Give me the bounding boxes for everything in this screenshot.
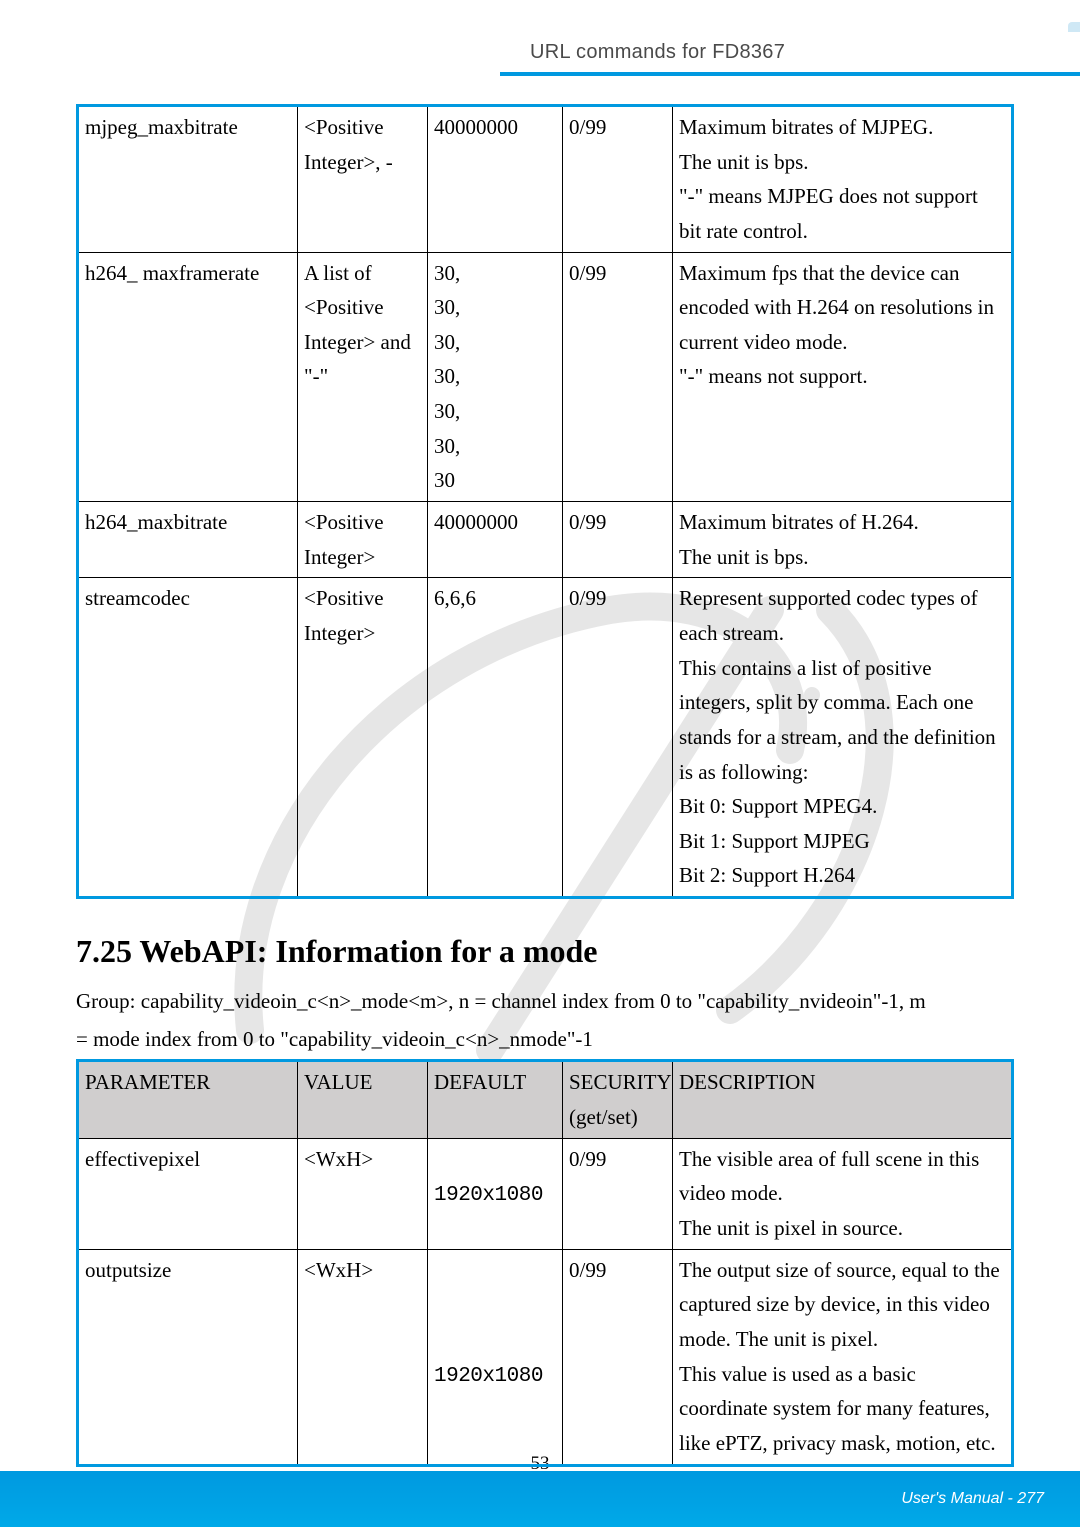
th-parameter: PARAMETER (78, 1061, 298, 1138)
table-row: h264_ maxframerate A list of<PositiveInt… (78, 252, 1013, 501)
value-cell: A list of<PositiveInteger> and"-" (298, 252, 428, 501)
table-row: streamcodec <Positive Integer> 6,6,6 0/9… (78, 578, 1013, 898)
sec-cell: 0/99 (563, 106, 673, 253)
value-cell: <Positive Integer> (298, 502, 428, 578)
param-cell: h264_ maxframerate (78, 252, 298, 501)
sec-cell: 0/99 (563, 252, 673, 501)
default-cell: 6,6,6 (428, 578, 563, 898)
footer-band: User's Manual - 277 (0, 1471, 1080, 1527)
sec-cell: 0/99 (563, 1249, 673, 1465)
default-cell: 1920x1080 (428, 1249, 563, 1465)
footer-right-text: User's Manual - 277 (901, 1490, 1044, 1508)
th-value: VALUE (298, 1061, 428, 1138)
param-cell: mjpeg_maxbitrate (78, 106, 298, 253)
desc-cell: Maximum bitrates of MJPEG.The unit is bp… (673, 106, 1013, 253)
param-cell: h264_maxbitrate (78, 502, 298, 578)
th-description: DESCRIPTION (673, 1061, 1013, 1138)
default-cell: 40000000 (428, 106, 563, 253)
page-content: mjpeg_maxbitrate <Positive Integer>, - 4… (76, 104, 1014, 1467)
header-bar: URL commands for FD8367 (500, 32, 1080, 76)
value-cell: <WxH> (298, 1138, 428, 1249)
group-text-line2: = mode index from 0 to "capability_video… (76, 1022, 1014, 1058)
header-title: URL commands for FD8367 (530, 41, 785, 64)
param-cell: effectivepixel (78, 1138, 298, 1249)
default-cell: 30,30,30,30,30,30,30 (428, 252, 563, 501)
default-cell: 1920x1080 (428, 1138, 563, 1249)
value-cell: <Positive Integer>, - (298, 106, 428, 253)
group-text-line1: Group: capability_videoin_c<n>_mode<m>, … (76, 984, 1014, 1020)
table-row: outputsize <WxH> 1920x1080 0/99 The outp… (78, 1249, 1013, 1465)
sec-cell: 0/99 (563, 1138, 673, 1249)
sec-cell: 0/99 (563, 502, 673, 578)
sec-cell: 0/99 (563, 578, 673, 898)
th-default: DEFAULT (428, 1061, 563, 1138)
desc-cell: Maximum fps that the device can encoded … (673, 252, 1013, 501)
desc-cell: Represent supported codec types of each … (673, 578, 1013, 898)
table-row: effectivepixel <WxH> 1920x1080 0/99 The … (78, 1138, 1013, 1249)
desc-cell: Maximum bitrates of H.264.The unit is bp… (673, 502, 1013, 578)
th-security: SECURITY(get/set) (563, 1061, 673, 1138)
value-cell: <Positive Integer> (298, 578, 428, 898)
param-cell: outputsize (78, 1249, 298, 1465)
table-head-row: PARAMETER VALUE DEFAULT SECURITY(get/set… (78, 1061, 1013, 1138)
table-row: mjpeg_maxbitrate <Positive Integer>, - 4… (78, 106, 1013, 253)
value-cell: <WxH> (298, 1249, 428, 1465)
desc-cell: The visible area of full scene in this v… (673, 1138, 1013, 1249)
table-row: h264_maxbitrate <Positive Integer> 40000… (78, 502, 1013, 578)
default-cell: 40000000 (428, 502, 563, 578)
spec-table-1: mjpeg_maxbitrate <Positive Integer>, - 4… (76, 104, 1014, 899)
section-heading: 7.25 WebAPI: Information for a mode (76, 933, 1014, 970)
param-cell: streamcodec (78, 578, 298, 898)
spec-table-2: PARAMETER VALUE DEFAULT SECURITY(get/set… (76, 1059, 1014, 1466)
desc-cell: The output size of source, equal to the … (673, 1249, 1013, 1465)
